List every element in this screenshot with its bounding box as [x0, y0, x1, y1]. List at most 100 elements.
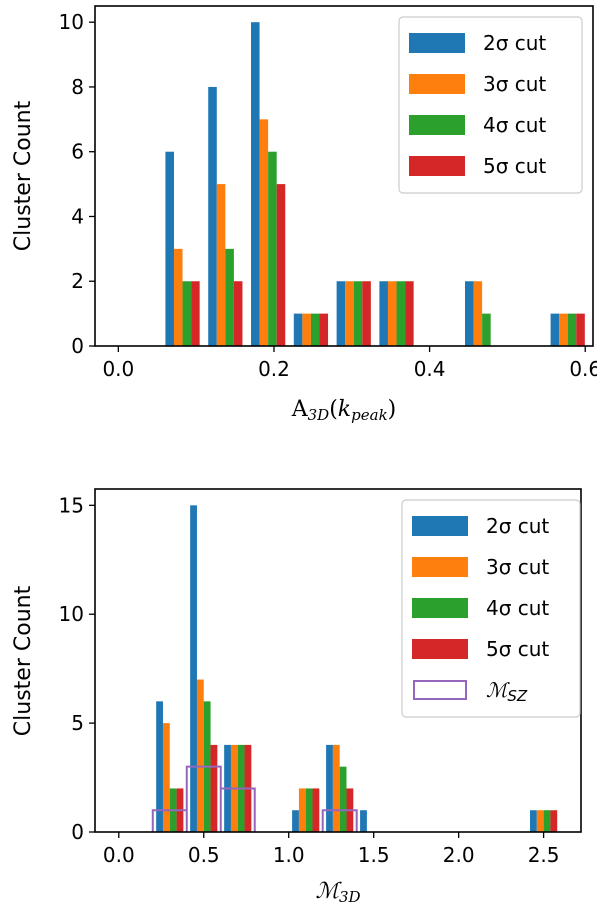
- bar-5sigma-bin-5: [405, 281, 414, 346]
- x-tick-label: 1.0: [273, 843, 305, 867]
- bottom-histogram-panel: 0.0 0.5 1.0 1.5 2.0 2.5 0 5 10 15 Cluster Count ℳ3D…: [11, 488, 582, 906]
- y-tick-label: 4: [71, 204, 84, 228]
- x-tick-label: 1.5: [358, 843, 390, 867]
- bar-5sigma-bin-2: [276, 184, 286, 346]
- bar-5sigma-bin-4: [312, 788, 320, 832]
- x-tick-label: 0.0: [103, 843, 135, 867]
- legend-frame: [398, 16, 583, 194]
- x-tick-label: 2.5: [528, 843, 560, 867]
- legend-label-4sigma: 4σ cut: [483, 113, 546, 137]
- legend-label-3sigma: 3σ cut: [483, 72, 546, 96]
- legend-swatch-3sigma: [412, 557, 468, 577]
- bar-4sigma-bin-3: [310, 313, 320, 346]
- bar-2sigma-bin-0: [156, 701, 163, 832]
- x-tick-label: 2.0: [443, 843, 475, 867]
- x-tick-label: 0.5: [188, 843, 220, 867]
- bar-3sigma-bin-5: [387, 281, 397, 346]
- legend-swatch-5sigma: [409, 156, 465, 176]
- bar-4sigma-bin-5: [396, 281, 406, 346]
- y-axis-label: Cluster Count: [11, 585, 36, 736]
- bar-2sigma-bin-7: [465, 281, 474, 346]
- bar-5sigma-bin-4: [362, 281, 371, 346]
- y-tick-label: 15: [59, 493, 84, 517]
- bar-5sigma-bin-0: [191, 281, 200, 346]
- x-tick-label: 0.4: [414, 357, 446, 381]
- y-tick-label: 5: [71, 711, 84, 735]
- y-tick-label: 2: [71, 269, 84, 293]
- bar-5sigma-bin-11: [550, 810, 558, 832]
- axes-frame: [94, 5, 594, 347]
- legend: 2σ cut 3σ cut 4σ cut 5σ cut: [398, 16, 583, 194]
- bar-4sigma-bin-4: [305, 788, 313, 832]
- legend-swatch-4sigma: [409, 115, 465, 135]
- bar-4sigma-bin-7: [482, 313, 491, 346]
- bar-3sigma-bin-11: [536, 810, 544, 832]
- bar-2sigma-bin-3: [293, 313, 303, 346]
- bar-3sigma-bin-0: [173, 248, 183, 346]
- y-tick-label: 8: [71, 75, 84, 99]
- x-tick-label: 0.2: [258, 357, 290, 381]
- bar-3sigma-bin-1: [216, 184, 226, 346]
- y-tick-label: 0: [71, 334, 84, 358]
- bar-2sigma-bin-6: [360, 810, 367, 832]
- legend-label-2sigma: 2σ cut: [486, 514, 549, 538]
- bar-3sigma-bin-3: [302, 313, 311, 346]
- bar-3sigma-bin-7: [473, 281, 483, 346]
- bar-2sigma-bin-4: [336, 281, 346, 346]
- bar-2sigma-bin-1: [190, 505, 197, 832]
- x-tick-label: 0.0: [102, 357, 134, 381]
- legend-swatch-2sigma: [412, 516, 468, 536]
- legend-swatch-3sigma: [409, 74, 465, 94]
- bar-4sigma-bin-0: [182, 281, 192, 346]
- y-tick-label: 0: [71, 820, 84, 844]
- legend-label-2sigma: 2σ cut: [483, 31, 546, 55]
- bar-2sigma-bin-11: [530, 810, 537, 832]
- y-axis-label: Cluster Count: [11, 100, 36, 251]
- bar-4sigma-bin-5: [339, 766, 347, 832]
- bar-2sigma-bin-0: [165, 151, 174, 346]
- legend-label-5sigma: 5σ cut: [483, 154, 546, 178]
- legend-swatch-2sigma: [409, 33, 465, 53]
- legend-swatch-msz: [413, 680, 467, 700]
- y-tick-label: 6: [71, 140, 84, 164]
- bar-3sigma-bin-4: [345, 281, 354, 346]
- bar-2sigma-bin-4: [292, 810, 299, 832]
- legend-label-msz: ℳSZ: [486, 678, 528, 705]
- legend-label-3sigma: 3σ cut: [486, 555, 549, 579]
- legend-swatch-4sigma: [412, 598, 468, 618]
- y-tick-label: 10: [59, 10, 84, 34]
- axes-frame: [94, 488, 582, 833]
- top-histogram-panel: 0.0 0.2 0.4 0.6 0 2 4 6 8 10 Cluster Count A3D(kpea…: [11, 5, 597, 424]
- bar-2sigma-bin-9: [550, 313, 560, 346]
- bar-4sigma-bin-1: [225, 248, 234, 346]
- bar-4sigma-bin-9: [567, 313, 577, 346]
- x-tick-label: 0.6: [569, 357, 597, 381]
- bar-3sigma-bin-1: [196, 679, 204, 832]
- bar-3sigma-bin-0: [162, 723, 170, 832]
- bar-3sigma-bin-9: [559, 313, 568, 346]
- bar-4sigma-bin-11: [543, 810, 551, 832]
- msz-step-outline: [151, 765, 358, 832]
- bar-4sigma-bin-2: [268, 151, 277, 346]
- y-tick-label: 10: [59, 602, 84, 626]
- legend-swatch-5sigma: [412, 639, 468, 659]
- x-axis-label: ℳ3D: [315, 879, 360, 906]
- bar-5sigma-bin-1: [233, 281, 243, 346]
- bar-5sigma-bin-9: [576, 313, 585, 346]
- x-axis-label: A3D(kpeak): [291, 397, 397, 424]
- bar-5sigma-bin-3: [319, 313, 329, 346]
- legend: 2σ cut 3σ cut 4σ cut 5σ cut ℳSZ: [401, 499, 581, 718]
- legend-label-5sigma: 5σ cut: [486, 637, 549, 661]
- bar-2sigma-bin-5: [379, 281, 388, 346]
- bar-3sigma-bin-4: [298, 788, 306, 832]
- bar-3sigma-bin-5: [332, 744, 340, 832]
- bar-2sigma-bin-1: [208, 86, 217, 346]
- bar-2sigma-bin-2: [251, 22, 260, 346]
- bar-3sigma-bin-2: [259, 119, 269, 346]
- bar-2sigma-bin-5: [326, 744, 333, 832]
- legend-frame: [401, 499, 581, 718]
- bar-4sigma-bin-4: [353, 281, 363, 346]
- legend-label-4sigma: 4σ cut: [486, 596, 549, 620]
- bar-5sigma-bin-1: [210, 744, 218, 832]
